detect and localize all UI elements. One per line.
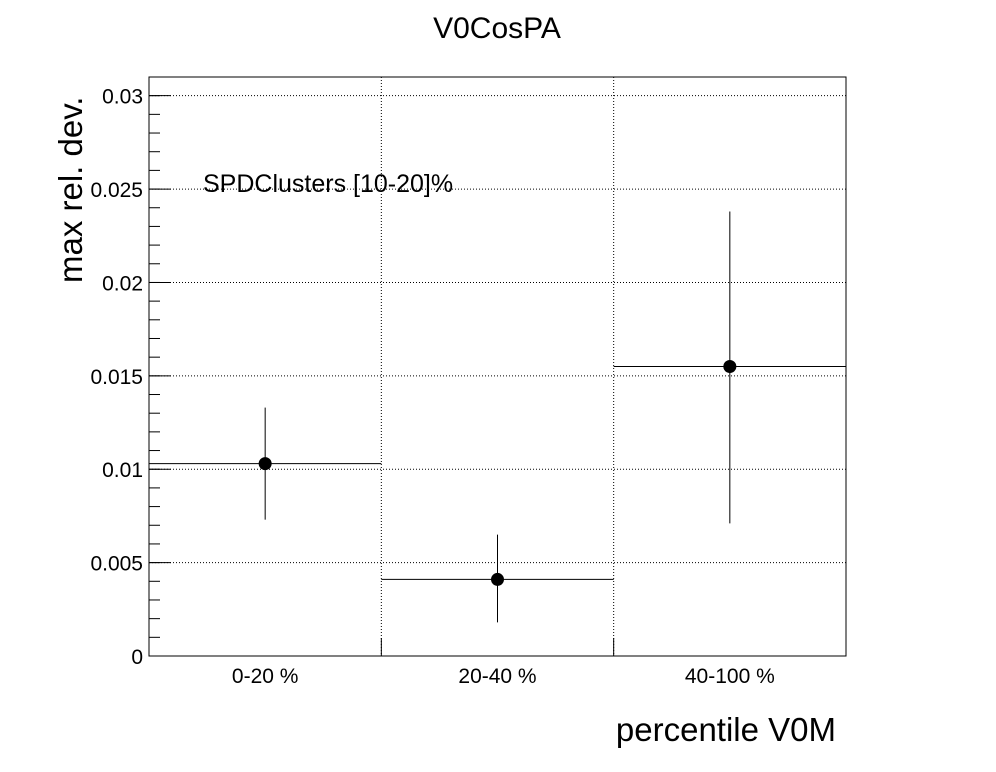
y-axis-title: max rel. dev. [52,97,89,283]
y-tick-label: 0 [131,646,143,669]
y-tick-label: 0.005 [90,553,143,576]
y-axis-tick-labels: 0 0.005 0.01 0.015 0.02 0.025 0.03 [90,86,143,669]
x-category-label: 0-20 % [232,665,299,688]
x-axis-category-labels: 0-20 % 20-40 % 40-100 % [232,665,775,688]
y-tick-label: 0.015 [90,366,143,389]
data-point [491,572,504,586]
x-category-label: 40-100 % [685,665,775,688]
data-series [149,211,846,623]
data-point [258,457,272,471]
y-tick-label: 0.025 [90,179,143,202]
data-point [723,360,737,373]
y-tick-label: 0.01 [102,459,143,482]
y-tick-label: 0.02 [102,272,143,295]
y-axis-ticks [149,76,615,657]
x-category-label: 20-40 % [458,665,536,688]
plot-annotation: SPDClusters [10-20]% [203,170,453,198]
x-axis-title: percentile V0M [616,711,836,748]
y-tick-label: 0.03 [102,86,143,109]
chart-title: V0CosPA [433,12,561,45]
